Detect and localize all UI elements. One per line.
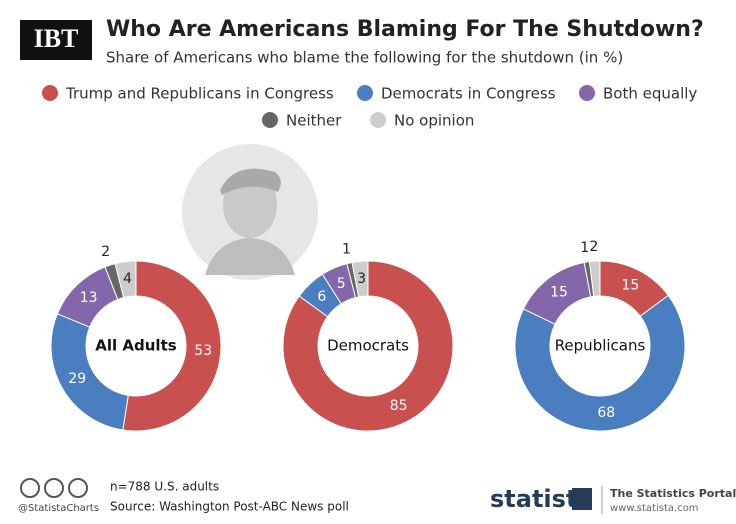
logo: IBT (34, 24, 79, 53)
logo-box (20, 20, 92, 60)
donut-segment (122, 260, 222, 432)
footer-url: www.statista.com (610, 503, 699, 514)
footer-portal: The Statistics Portal (610, 487, 736, 500)
data-label: 4 (123, 271, 132, 287)
data-label: 6 (317, 289, 326, 305)
legend-swatch (357, 85, 373, 101)
data-label: 15 (550, 284, 568, 300)
brand-icon (572, 488, 592, 510)
donut-title: Democrats (327, 337, 409, 355)
donut-segment (282, 260, 454, 432)
data-label: 29 (68, 371, 86, 387)
donut-segment (50, 313, 129, 431)
footer-source: Source: Washington Post-ABC News poll (110, 500, 349, 514)
decor-portrait (182, 144, 318, 280)
legend-label: Democrats in Congress (381, 85, 556, 103)
data-label: 2 (101, 244, 110, 260)
chart-subtitle: Share of Americans who blame the followi… (106, 49, 623, 67)
data-label: 68 (597, 405, 615, 421)
legend-label: Both equally (603, 85, 697, 103)
donut-title: All Adults (95, 337, 176, 355)
data-label: 85 (390, 398, 408, 414)
legend-label: No opinion (394, 112, 474, 130)
data-label: 5 (337, 276, 346, 292)
donut-title: Republicans (555, 337, 646, 355)
donut-segment (351, 260, 369, 298)
data-label: 2 (589, 239, 598, 255)
footer-handle: @StatistaCharts (18, 503, 99, 514)
data-label: 15 (621, 278, 639, 294)
donut-segment (588, 260, 601, 297)
donut-segment (114, 260, 137, 299)
data-label: 1 (342, 241, 351, 257)
legend-swatch (262, 112, 278, 128)
data-label: 53 (194, 343, 212, 359)
legend-swatch (42, 85, 58, 101)
legend-swatch (370, 112, 386, 128)
legend-swatch (579, 85, 595, 101)
footer-note: n=788 U.S. adults (110, 480, 219, 494)
data-label: 1 (580, 240, 589, 256)
footer-icons (20, 478, 88, 498)
chart-title: Who Are Americans Blaming For The Shutdo… (106, 17, 704, 42)
data-label: 13 (80, 290, 98, 306)
donut-segment (514, 294, 686, 432)
data-label: 3 (357, 271, 366, 287)
legend-label: Neither (286, 112, 342, 130)
legend-label: Trump and Republicans in Congress (65, 85, 334, 103)
